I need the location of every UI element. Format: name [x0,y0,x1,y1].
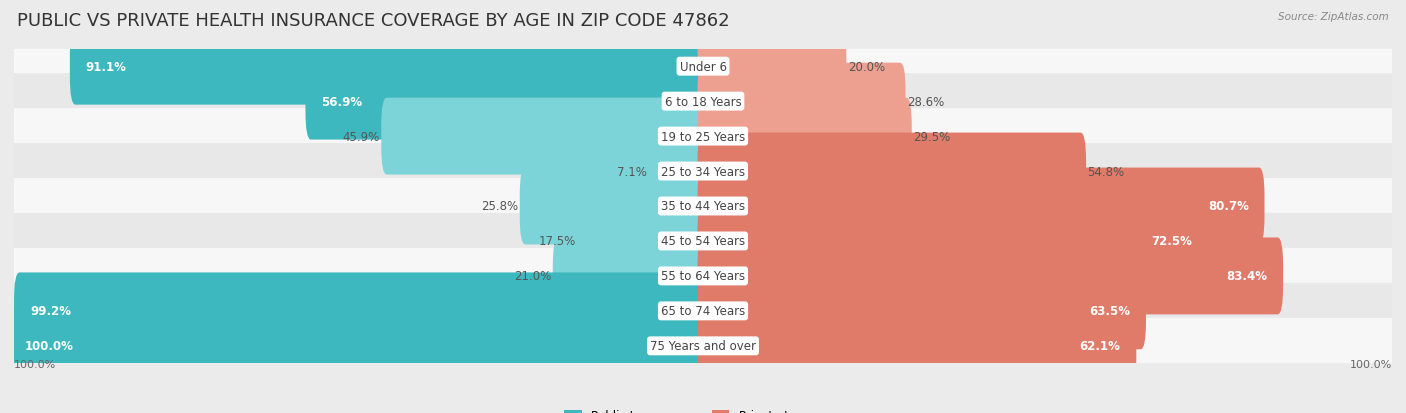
Text: 100.0%: 100.0% [14,359,56,369]
FancyBboxPatch shape [8,178,1398,235]
FancyBboxPatch shape [697,203,1208,280]
Text: 35 to 44 Years: 35 to 44 Years [661,200,745,213]
Text: 7.1%: 7.1% [617,165,647,178]
FancyBboxPatch shape [697,133,1085,210]
Text: Under 6: Under 6 [679,61,727,74]
FancyBboxPatch shape [648,133,709,210]
FancyBboxPatch shape [305,64,709,140]
Text: 80.7%: 80.7% [1208,200,1249,213]
FancyBboxPatch shape [8,144,1398,199]
FancyBboxPatch shape [697,28,846,105]
FancyBboxPatch shape [697,273,1146,349]
Text: 19 to 25 Years: 19 to 25 Years [661,130,745,143]
FancyBboxPatch shape [8,308,709,385]
Text: 45 to 54 Years: 45 to 54 Years [661,235,745,248]
Legend: Public Insurance, Private Insurance: Public Insurance, Private Insurance [560,404,846,413]
Text: 83.4%: 83.4% [1226,270,1267,283]
FancyBboxPatch shape [8,74,1398,130]
FancyBboxPatch shape [8,109,1398,165]
FancyBboxPatch shape [8,318,1398,374]
Text: 6 to 18 Years: 6 to 18 Years [665,95,741,108]
Text: 25 to 34 Years: 25 to 34 Years [661,165,745,178]
FancyBboxPatch shape [697,64,905,140]
FancyBboxPatch shape [697,308,1136,385]
Text: 100.0%: 100.0% [1350,359,1392,369]
Text: 29.5%: 29.5% [912,130,950,143]
FancyBboxPatch shape [553,238,709,315]
FancyBboxPatch shape [70,28,709,105]
FancyBboxPatch shape [520,168,709,245]
FancyBboxPatch shape [8,283,1398,339]
Text: 63.5%: 63.5% [1090,305,1130,318]
Text: 21.0%: 21.0% [515,270,551,283]
Text: PUBLIC VS PRIVATE HEALTH INSURANCE COVERAGE BY AGE IN ZIP CODE 47862: PUBLIC VS PRIVATE HEALTH INSURANCE COVER… [17,12,730,30]
Text: 25.8%: 25.8% [481,200,519,213]
FancyBboxPatch shape [14,273,709,349]
FancyBboxPatch shape [8,39,1398,95]
Text: 55 to 64 Years: 55 to 64 Years [661,270,745,283]
FancyBboxPatch shape [697,168,1264,245]
Text: 17.5%: 17.5% [538,235,575,248]
FancyBboxPatch shape [381,98,709,175]
Text: 65 to 74 Years: 65 to 74 Years [661,305,745,318]
Text: 56.9%: 56.9% [322,95,363,108]
Text: 75 Years and over: 75 Years and over [650,339,756,352]
FancyBboxPatch shape [8,248,1398,304]
FancyBboxPatch shape [697,98,911,175]
Text: Source: ZipAtlas.com: Source: ZipAtlas.com [1278,12,1389,22]
FancyBboxPatch shape [8,214,1398,269]
FancyBboxPatch shape [576,203,709,280]
Text: 28.6%: 28.6% [907,95,945,108]
Text: 91.1%: 91.1% [86,61,127,74]
Text: 100.0%: 100.0% [24,339,73,352]
Text: 62.1%: 62.1% [1080,339,1121,352]
Text: 99.2%: 99.2% [30,305,70,318]
Text: 72.5%: 72.5% [1152,235,1192,248]
Text: 54.8%: 54.8% [1087,165,1125,178]
Text: 45.9%: 45.9% [343,130,380,143]
Text: 20.0%: 20.0% [848,61,884,74]
FancyBboxPatch shape [697,238,1284,315]
